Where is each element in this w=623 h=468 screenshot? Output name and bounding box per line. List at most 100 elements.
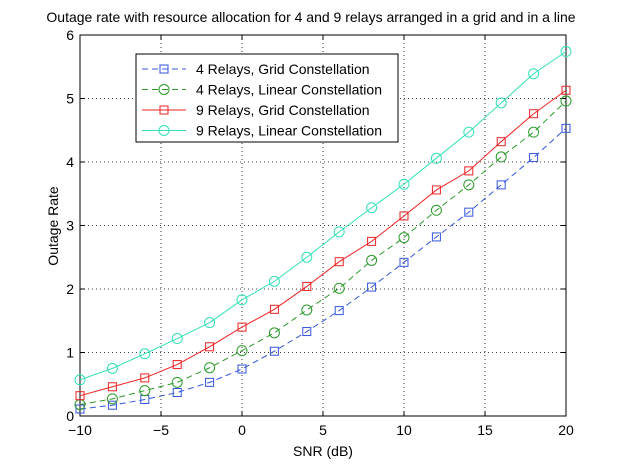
data-point [529, 109, 539, 119]
data-point [236, 345, 248, 357]
data-point [139, 385, 151, 397]
data-point [302, 281, 312, 291]
data-point [205, 377, 215, 387]
legend-label: 4 Relays, Grid Constellation [196, 61, 370, 77]
data-point [398, 178, 410, 190]
legend-item-4: 9 Relays, Linear Constellation [142, 123, 382, 139]
data-point [367, 236, 377, 246]
data-point [205, 342, 215, 352]
data-point [399, 257, 409, 267]
y-tick-label: 2 [66, 281, 74, 297]
data-point [431, 232, 441, 242]
x-tick-label: −10 [68, 422, 92, 438]
legend-item-2: 4 Relays, Linear Constellation [142, 82, 382, 98]
legend: 4 Relays, Grid Constellation 4 Relays, Li… [135, 53, 399, 143]
series-4 [74, 46, 572, 386]
series-line [79, 89, 567, 397]
data-point [431, 185, 441, 195]
legend-items: 4 Relays, Grid Constellation 4 Relays, Li… [142, 61, 382, 139]
axis-ticks: −10 −5 0 5 10 15 20 0 1 2 3 4 5 6 [66, 27, 574, 438]
data-point [75, 404, 85, 414]
data-point [74, 374, 86, 386]
series-line [79, 100, 567, 406]
data-point [334, 257, 344, 267]
data-point [236, 294, 248, 306]
data-point [268, 275, 280, 287]
series-line [79, 127, 567, 410]
chart-title: Outage rate with resource allocation for… [46, 9, 575, 25]
data-point [528, 68, 540, 80]
series-line [79, 51, 567, 381]
data-point [496, 180, 506, 190]
data-point [75, 391, 85, 401]
data-point [302, 327, 312, 337]
legend-marker [158, 84, 170, 95]
y-tick-label: 1 [66, 345, 74, 361]
data-point [560, 95, 572, 107]
data-point [140, 373, 150, 383]
data-point [366, 202, 378, 214]
y-axis-label: Outage Rate [45, 186, 61, 266]
data-point [172, 360, 182, 370]
data-point [107, 382, 117, 392]
data-point [268, 327, 280, 339]
legend-label: 9 Relays, Grid Constellation [196, 102, 370, 118]
y-tick-label: 5 [66, 91, 74, 107]
data-point [495, 151, 507, 163]
data-point [464, 166, 474, 176]
data-point [301, 251, 313, 263]
data-point [237, 322, 247, 332]
data-point [301, 304, 313, 316]
data-point [171, 376, 183, 388]
data-point [366, 254, 378, 266]
data-point [204, 362, 216, 374]
legend-marker [159, 105, 169, 115]
data-point [172, 388, 182, 398]
data-point [495, 97, 507, 109]
data-point [463, 126, 475, 138]
data-point [333, 282, 345, 294]
legend-box [135, 53, 399, 143]
legend-marker [158, 125, 170, 136]
data-point [269, 304, 279, 314]
legend-item-1: 4 Relays, Grid Constellation [142, 61, 370, 77]
data-point [204, 317, 216, 329]
data-point [399, 211, 409, 221]
data-point [171, 333, 183, 345]
data-point [560, 46, 572, 58]
data-point [107, 400, 117, 410]
legend-label: 4 Relays, Linear Constellation [196, 82, 382, 98]
x-tick-label: 20 [558, 422, 574, 438]
y-tick-label: 3 [66, 218, 74, 234]
data-point [237, 364, 247, 374]
legend-label: 9 Relays, Linear Constellation [196, 123, 382, 139]
y-tick-label: 4 [66, 154, 74, 170]
series-2 [74, 95, 572, 411]
legend-marker [159, 64, 169, 74]
data-point [528, 126, 540, 138]
data-point [398, 232, 410, 244]
x-tick-label: 15 [477, 422, 493, 438]
data-point [561, 123, 571, 133]
x-tick-label: 0 [238, 422, 246, 438]
data-point [464, 207, 474, 217]
data-point [334, 306, 344, 316]
data-point [463, 179, 475, 191]
data-point [529, 153, 539, 163]
legend-item-3: 9 Relays, Grid Constellation [142, 102, 370, 118]
data-point [139, 348, 151, 360]
x-tick-label: 5 [319, 422, 327, 438]
y-tick-label: 6 [66, 27, 74, 43]
x-tick-label: 10 [396, 422, 412, 438]
data-point [367, 282, 377, 292]
x-axis-label: SNR (dB) [293, 443, 353, 459]
data-point [269, 346, 279, 356]
data-point [430, 152, 442, 164]
data-point [430, 204, 442, 216]
y-tick-label: 0 [66, 408, 74, 424]
series-3 [75, 85, 571, 401]
x-tick-label: −5 [153, 422, 169, 438]
data-point [106, 362, 118, 374]
data-point [106, 393, 118, 405]
